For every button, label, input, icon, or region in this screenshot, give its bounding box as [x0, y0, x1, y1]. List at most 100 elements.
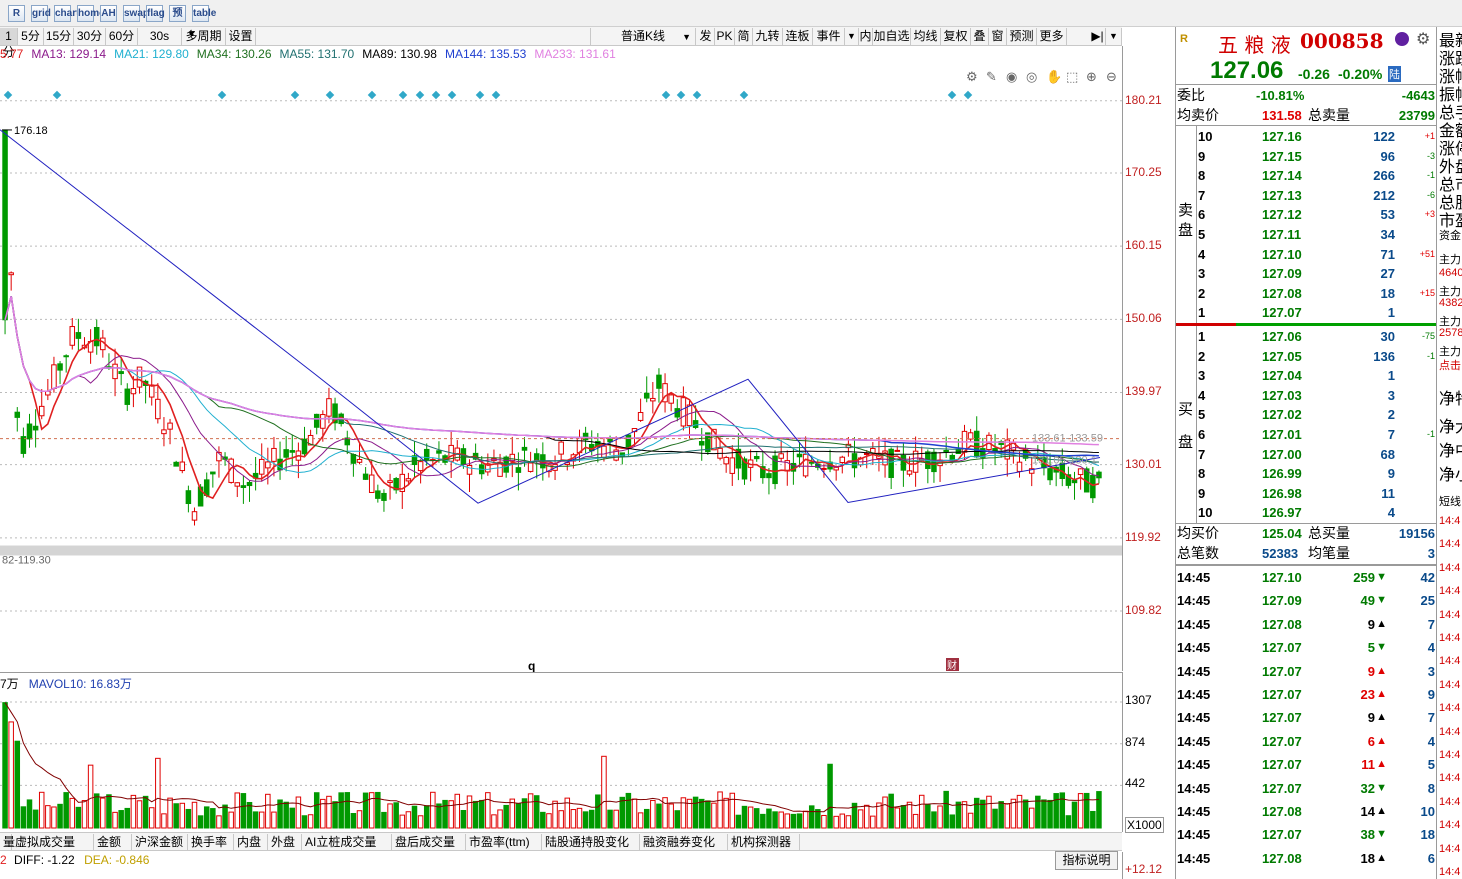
volume-bar — [533, 795, 540, 829]
tool-12[interactable]: 预测 — [1007, 28, 1037, 45]
tool-11[interactable]: 窗 — [989, 28, 1007, 45]
indicator-tab-11[interactable]: 融资融券变化 — [640, 834, 728, 851]
indicator-tab-2[interactable]: 金额 — [94, 834, 132, 851]
tool-2[interactable]: 简 — [735, 28, 753, 45]
far-time: 14:4 — [1439, 632, 1461, 644]
kline-chart-area[interactable]: 1分 5分 15分 30分 60分 30s 多周期 设置 ▼ 普通K线 ▼ 发 PK 简九转 连板 事件 ▼ 内加… — [0, 27, 1175, 879]
tool-5[interactable]: 事件 — [813, 28, 845, 45]
candle — [45, 378, 51, 401]
far-time: 14:4 — [1439, 795, 1461, 808]
settings-gear-icon[interactable]: ⚙ — [1416, 31, 1431, 48]
kline-type-select[interactable]: 普通K线 ▼ — [590, 28, 696, 45]
period-dropdown-icon[interactable]: ▼ — [187, 29, 196, 39]
tool-7[interactable]: 加自选 — [873, 28, 911, 45]
tool-10[interactable]: 叠 — [971, 28, 989, 45]
tick-count: 7 — [1427, 710, 1435, 726]
indicator-tab-4[interactable]: 换手率 — [188, 834, 234, 851]
volume-bar — [668, 803, 674, 829]
menu-dropdown-icon[interactable]: ▼ — [1106, 28, 1122, 45]
event-marker — [217, 90, 227, 100]
price: 127.11 — [1262, 227, 1302, 242]
level: 3 — [1198, 266, 1206, 282]
chart-tool-icon: ✋ — [1046, 69, 1062, 84]
candle — [766, 467, 772, 495]
tick-volume: 32 — [1360, 780, 1375, 796]
volume-bar — [906, 801, 913, 829]
divider — [1176, 125, 1437, 126]
total-sell: 23799 — [1398, 108, 1435, 123]
indicator-tab-1[interactable]: 虚拟成交量 — [12, 834, 94, 851]
indicator-tab-9[interactable]: 市盈率(ttm) — [466, 834, 542, 851]
period-7[interactable]: 设置 — [226, 28, 256, 45]
candle — [1065, 466, 1072, 489]
arrow-up-icon: ▲ — [1376, 664, 1387, 677]
tool-9[interactable]: 复权 — [941, 28, 971, 45]
macd-axis: +12.12 — [1122, 852, 1175, 879]
candle — [558, 440, 564, 461]
indicator-help-button[interactable]: 指标说明 — [1055, 851, 1118, 870]
candle — [802, 436, 809, 478]
toolbar-icon-2[interactable]: chart — [54, 5, 79, 22]
tick-row: 14:45 127.07 32 ▼ 8 — [1176, 779, 1437, 801]
candle — [405, 472, 412, 484]
tool-3[interactable]: 九转 — [753, 28, 783, 45]
period-0[interactable]: 1分 — [0, 28, 18, 59]
tool-13[interactable]: 更多 — [1037, 28, 1067, 45]
toolbar-icon-4[interactable]: AH — [100, 5, 117, 22]
tool-6[interactable]: 内 — [859, 28, 873, 45]
volume-bar — [1028, 807, 1035, 829]
indicator-tab-3[interactable]: 沪深金额 — [132, 834, 188, 851]
toolbar-icon-5[interactable]: swap — [123, 5, 149, 22]
change: -6 — [1426, 189, 1435, 200]
toolbar-icon-6[interactable]: flag — [146, 5, 165, 22]
event-marker — [52, 90, 62, 100]
indicator-tab-6[interactable]: 外盘 — [268, 834, 302, 851]
toolbar-icon-7[interactable]: 预 — [169, 5, 186, 22]
expand-right-icon[interactable]: ▶| — [1090, 28, 1106, 45]
macd-dea: DEA: -0.846 — [84, 853, 150, 867]
volume-bar — [637, 812, 644, 829]
tick-count: 5 — [1427, 757, 1435, 773]
indicator-tab-8[interactable]: 盘后成交量 — [392, 834, 466, 851]
indicator-tab-12[interactable]: 机构探测器 — [728, 834, 800, 851]
volume-bar — [766, 808, 772, 829]
volume-bar — [485, 792, 491, 829]
toolbar-icon-8[interactable]: table — [192, 5, 216, 22]
total-trades: 52383 — [1262, 546, 1299, 561]
period-4[interactable]: 60分 — [106, 28, 138, 45]
candle — [1022, 444, 1029, 462]
level: 9 — [1198, 148, 1206, 164]
indicator-tab-7[interactable]: AI立桩成交量 — [302, 834, 392, 851]
volume-bar — [326, 795, 332, 829]
period-5[interactable]: 30s — [138, 28, 182, 45]
tool-1[interactable]: PK — [715, 28, 735, 45]
tool-8[interactable]: 均线 — [911, 28, 941, 45]
volume-chart — [0, 701, 1122, 829]
volume-panel[interactable]: 7万 MAVOL10: 16.83万 — [0, 672, 1122, 832]
divider — [1196, 326, 1197, 523]
period-6[interactable]: 多周期 — [182, 28, 226, 45]
period-3[interactable]: 30分 — [74, 28, 106, 45]
volume-bar — [81, 800, 88, 829]
volume-bar — [992, 808, 998, 829]
toolbar-icon-3[interactable]: home — [77, 5, 105, 22]
event-marker — [963, 90, 973, 100]
stock-logo-icon[interactable] — [1395, 32, 1409, 46]
toolbar-icon-0[interactable]: R — [8, 5, 25, 22]
indicator-tab-5[interactable]: 内盘 — [234, 834, 268, 851]
tool-4[interactable]: 连板 — [783, 28, 813, 45]
volume: 2 — [1387, 407, 1395, 423]
indicator-tab-10[interactable]: 陆股通持股变化 — [542, 834, 640, 851]
volume-legend: 7万 MAVOL10: 16.83万 — [0, 675, 132, 692]
tick-time: 14:45 — [1177, 804, 1211, 819]
volume-bar — [75, 806, 82, 829]
indicator-tab-0[interactable]: 量 — [0, 834, 15, 851]
toolbar-icon-1[interactable]: grid — [31, 5, 51, 22]
event-dropdown-icon[interactable]: ▼ — [845, 28, 859, 45]
period-2[interactable]: 15分 — [44, 28, 74, 45]
mavol-line — [4, 702, 1099, 813]
kline-price-chart[interactable]: 176.18 82-119.30 133.61-133.59 131.05-130.1… — [0, 46, 1122, 672]
period-1[interactable]: 5分 — [18, 28, 44, 45]
tool-0[interactable]: 发 — [697, 28, 715, 45]
level: 5 — [1198, 227, 1206, 242]
